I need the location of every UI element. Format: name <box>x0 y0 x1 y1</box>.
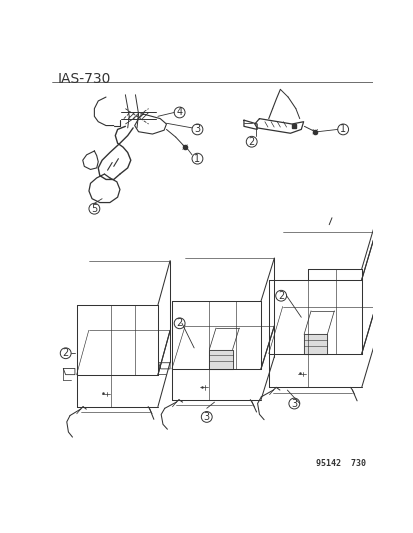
Text: 3: 3 <box>194 124 200 134</box>
Text: IAS-730: IAS-730 <box>58 72 111 86</box>
Text: 5: 5 <box>91 204 97 214</box>
Text: 1: 1 <box>339 124 345 134</box>
Text: 2: 2 <box>278 290 284 301</box>
Polygon shape <box>209 350 232 369</box>
Polygon shape <box>304 334 327 354</box>
Text: 2: 2 <box>248 137 254 147</box>
Text: 95142  730: 95142 730 <box>315 459 365 468</box>
Text: 3: 3 <box>203 412 209 422</box>
Text: 1: 1 <box>194 154 200 164</box>
Text: 2: 2 <box>176 318 182 328</box>
Text: 3: 3 <box>291 399 297 408</box>
Text: 4: 4 <box>176 108 182 117</box>
Text: 2: 2 <box>62 348 69 358</box>
